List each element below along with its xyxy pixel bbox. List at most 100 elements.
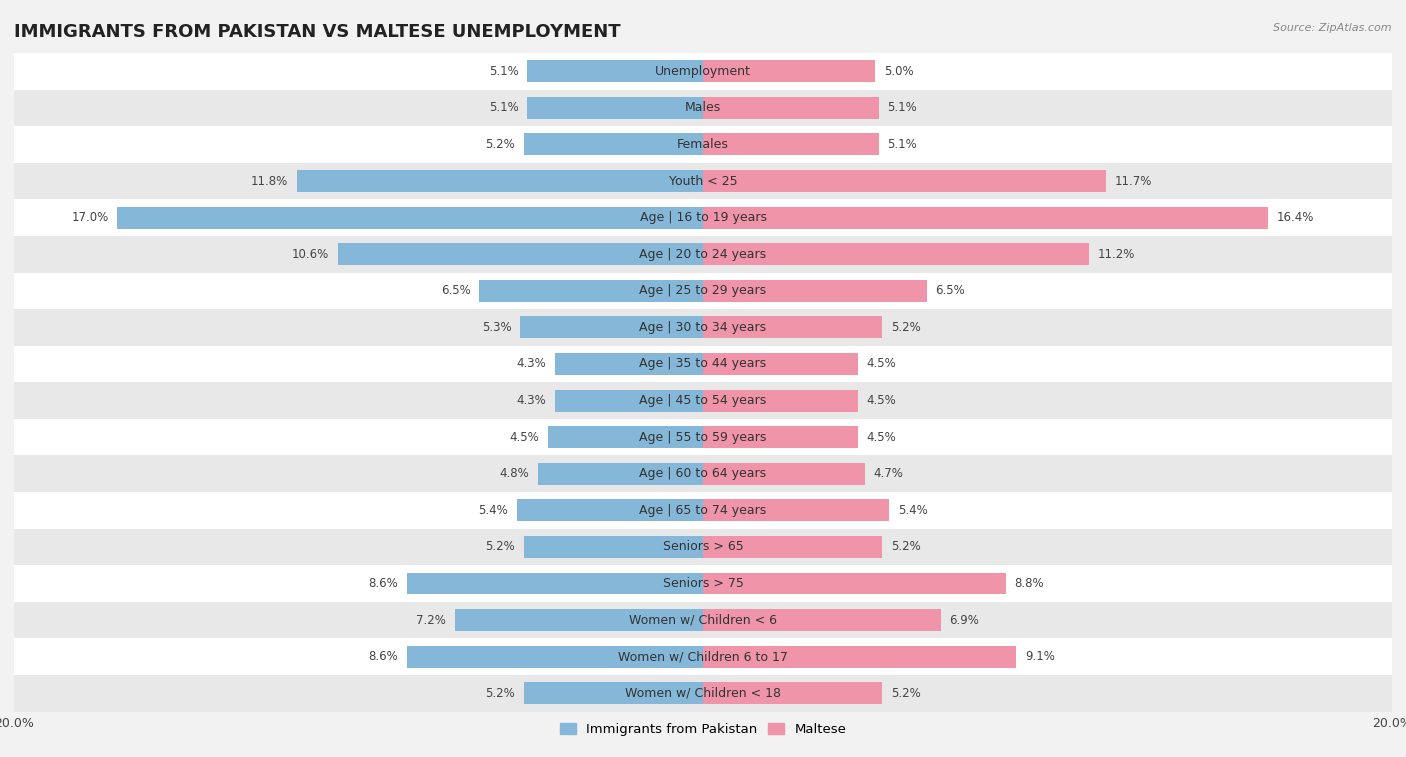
Text: 5.1%: 5.1%	[489, 65, 519, 78]
Bar	[14, 346, 1392, 382]
Bar	[337, 243, 703, 265]
Text: 4.5%: 4.5%	[866, 431, 897, 444]
Bar	[517, 500, 703, 522]
Bar	[479, 280, 703, 302]
Text: Source: ZipAtlas.com: Source: ZipAtlas.com	[1274, 23, 1392, 33]
Bar	[703, 646, 1017, 668]
Bar	[520, 316, 703, 338]
Bar	[14, 126, 1392, 163]
Bar	[14, 492, 1392, 528]
Text: 4.5%: 4.5%	[866, 394, 897, 407]
Text: 5.1%: 5.1%	[489, 101, 519, 114]
Bar	[14, 528, 1392, 565]
Text: Age | 30 to 34 years: Age | 30 to 34 years	[640, 321, 766, 334]
Bar	[456, 609, 703, 631]
Bar	[703, 97, 879, 119]
Bar	[14, 675, 1392, 712]
Bar	[703, 500, 889, 522]
Text: 5.1%: 5.1%	[887, 101, 917, 114]
Text: 5.2%: 5.2%	[485, 687, 515, 699]
Bar	[14, 419, 1392, 456]
Bar	[555, 353, 703, 375]
Bar	[14, 309, 1392, 346]
Bar	[117, 207, 703, 229]
Bar	[14, 565, 1392, 602]
Text: 6.5%: 6.5%	[440, 285, 471, 298]
Bar	[703, 280, 927, 302]
Bar	[527, 61, 703, 83]
Bar	[703, 463, 865, 484]
Bar	[14, 382, 1392, 419]
Bar	[527, 97, 703, 119]
Text: 17.0%: 17.0%	[72, 211, 108, 224]
Text: 5.0%: 5.0%	[884, 65, 914, 78]
Text: Age | 45 to 54 years: Age | 45 to 54 years	[640, 394, 766, 407]
Text: 7.2%: 7.2%	[416, 614, 446, 627]
Bar	[703, 316, 882, 338]
Bar	[524, 682, 703, 704]
Bar	[14, 456, 1392, 492]
Bar	[703, 572, 1007, 594]
Bar	[14, 273, 1392, 309]
Text: 5.2%: 5.2%	[891, 687, 921, 699]
Text: Age | 16 to 19 years: Age | 16 to 19 years	[640, 211, 766, 224]
Bar	[703, 243, 1088, 265]
Text: 8.8%: 8.8%	[1015, 577, 1045, 590]
Bar	[14, 236, 1392, 273]
Text: Age | 35 to 44 years: Age | 35 to 44 years	[640, 357, 766, 370]
Text: Age | 55 to 59 years: Age | 55 to 59 years	[640, 431, 766, 444]
Text: Age | 65 to 74 years: Age | 65 to 74 years	[640, 504, 766, 517]
Bar	[537, 463, 703, 484]
Bar	[703, 390, 858, 412]
Text: Males: Males	[685, 101, 721, 114]
Bar	[14, 199, 1392, 236]
Text: 8.6%: 8.6%	[368, 577, 398, 590]
Bar	[406, 572, 703, 594]
Text: 5.4%: 5.4%	[897, 504, 928, 517]
Text: 5.2%: 5.2%	[891, 540, 921, 553]
Bar	[703, 61, 875, 83]
Bar	[703, 170, 1107, 192]
Text: 4.8%: 4.8%	[499, 467, 529, 480]
Text: 8.6%: 8.6%	[368, 650, 398, 663]
Bar	[524, 133, 703, 155]
Bar	[703, 609, 941, 631]
Text: 10.6%: 10.6%	[292, 248, 329, 260]
Legend: Immigrants from Pakistan, Maltese: Immigrants from Pakistan, Maltese	[554, 718, 852, 741]
Text: Youth < 25: Youth < 25	[669, 175, 737, 188]
Text: 5.3%: 5.3%	[482, 321, 512, 334]
Bar	[703, 207, 1268, 229]
Bar	[548, 426, 703, 448]
Text: 4.3%: 4.3%	[516, 394, 547, 407]
Text: 5.4%: 5.4%	[478, 504, 509, 517]
Bar	[703, 536, 882, 558]
Text: 16.4%: 16.4%	[1277, 211, 1315, 224]
Text: 5.1%: 5.1%	[887, 138, 917, 151]
Bar	[555, 390, 703, 412]
Bar	[524, 536, 703, 558]
Text: Age | 20 to 24 years: Age | 20 to 24 years	[640, 248, 766, 260]
Bar	[14, 89, 1392, 126]
Text: 5.2%: 5.2%	[485, 138, 515, 151]
Text: Age | 60 to 64 years: Age | 60 to 64 years	[640, 467, 766, 480]
Text: 5.2%: 5.2%	[485, 540, 515, 553]
Bar	[14, 163, 1392, 199]
Text: 11.8%: 11.8%	[250, 175, 288, 188]
Bar	[14, 602, 1392, 638]
Bar	[406, 646, 703, 668]
Text: 4.5%: 4.5%	[509, 431, 540, 444]
Text: IMMIGRANTS FROM PAKISTAN VS MALTESE UNEMPLOYMENT: IMMIGRANTS FROM PAKISTAN VS MALTESE UNEM…	[14, 23, 620, 41]
Text: 6.5%: 6.5%	[935, 285, 966, 298]
Bar	[703, 426, 858, 448]
Text: 5.2%: 5.2%	[891, 321, 921, 334]
Text: Women w/ Children < 6: Women w/ Children < 6	[628, 614, 778, 627]
Text: Women w/ Children 6 to 17: Women w/ Children 6 to 17	[619, 650, 787, 663]
Text: 9.1%: 9.1%	[1025, 650, 1054, 663]
Bar	[297, 170, 703, 192]
Text: 6.9%: 6.9%	[949, 614, 979, 627]
Bar	[14, 638, 1392, 675]
Bar	[703, 353, 858, 375]
Bar	[14, 53, 1392, 89]
Text: 11.7%: 11.7%	[1115, 175, 1152, 188]
Text: 11.2%: 11.2%	[1098, 248, 1135, 260]
